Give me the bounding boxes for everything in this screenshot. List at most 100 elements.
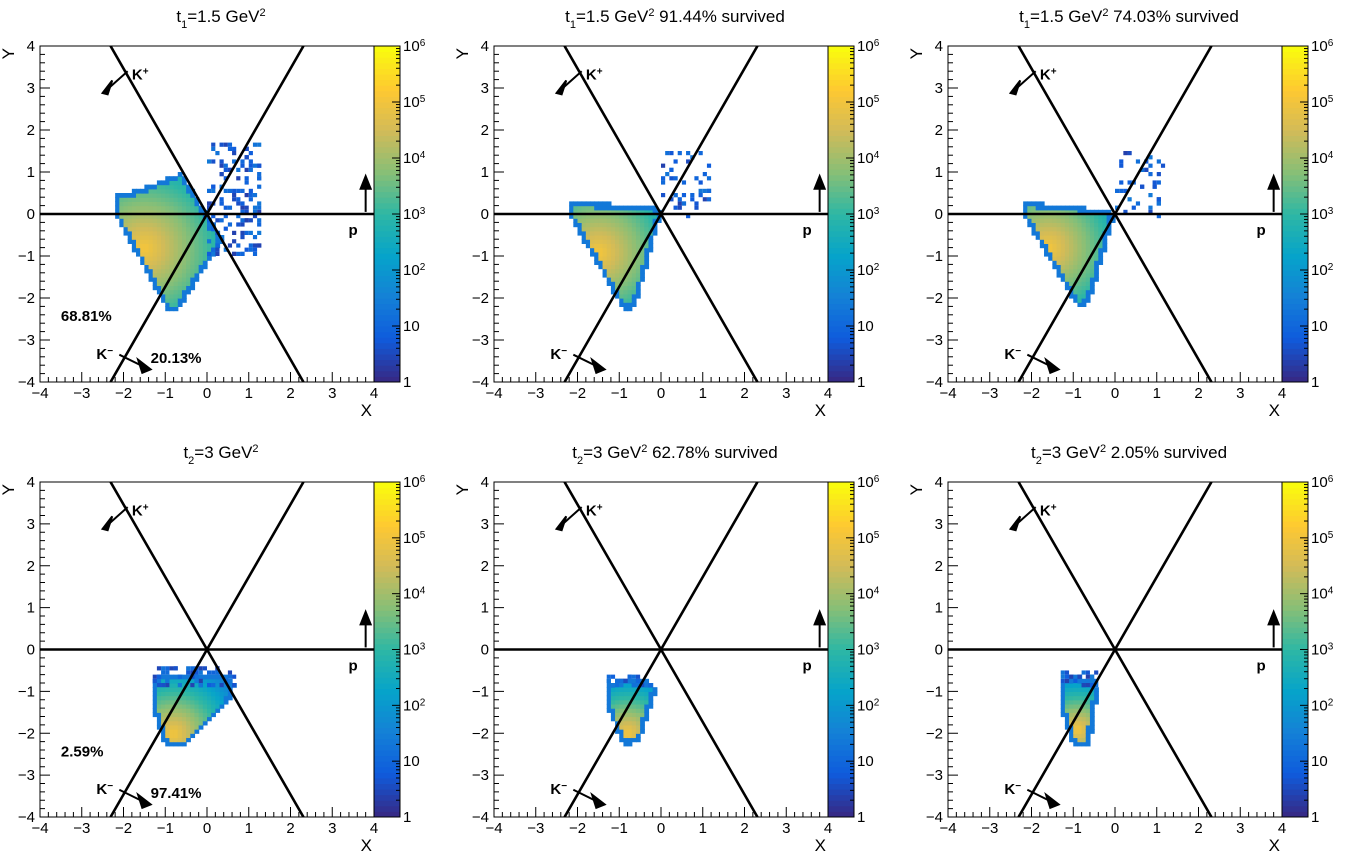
heatmap-cell	[186, 699, 191, 705]
heatmap-cell	[1056, 205, 1062, 211]
heatmap-cell	[177, 176, 183, 181]
heatmap-cell	[606, 281, 612, 286]
heatmap-cell	[644, 703, 650, 709]
heatmap-cell	[165, 230, 171, 236]
heatmap-cell	[181, 737, 187, 743]
heatmap-cell	[181, 695, 187, 701]
heatmap-cell	[615, 235, 620, 240]
heatmap-cell	[1060, 256, 1066, 261]
colorbar-segment	[828, 509, 854, 516]
colorbar-segment	[828, 46, 854, 53]
colorbar-segment	[374, 174, 400, 181]
scatter-cell	[1127, 151, 1132, 156]
colorbar-segment	[374, 102, 400, 109]
heatmap-cell	[190, 724, 196, 730]
heatmap-cell	[590, 226, 595, 232]
heatmap-cell	[615, 708, 620, 713]
heatmap-cell	[1060, 239, 1066, 244]
heatmap-cell	[644, 247, 650, 253]
k-minus-base: K	[1004, 346, 1015, 363]
heatmap-cell	[181, 741, 187, 747]
scatter-cell	[248, 230, 253, 235]
heatmap-cell	[156, 188, 162, 194]
heatmap-cell	[165, 285, 171, 291]
heatmap-cell	[1048, 209, 1053, 215]
heatmap-cell	[211, 712, 216, 718]
colorbar-segment	[828, 750, 854, 757]
colorbar-label: 106	[857, 474, 880, 492]
colorbar-segment	[828, 616, 854, 623]
colorbar-label-base: 10	[1311, 753, 1328, 770]
heatmap-cell	[194, 699, 200, 705]
heatmap-cell	[1077, 703, 1083, 709]
scatter-cell	[207, 251, 212, 256]
colorbar-segment	[374, 727, 400, 734]
scatter-cell	[190, 683, 195, 688]
scatter-cell	[240, 222, 245, 227]
heatmap-cell	[161, 239, 166, 244]
colorbar-segment	[1282, 755, 1308, 762]
heatmap-cell	[152, 214, 158, 219]
k-plus-label: K+	[132, 502, 149, 520]
heatmap-cell	[1060, 222, 1066, 228]
right-region-fraction: 20.13%	[151, 350, 202, 367]
colorbar-segment	[374, 292, 400, 299]
heatmap-cell	[1023, 205, 1028, 211]
heatmap-cell	[1073, 277, 1079, 282]
colorbar-label-exponent: 2	[420, 262, 426, 273]
title-symbol: t	[572, 443, 577, 462]
heatmap-cell	[623, 733, 629, 739]
heatmap-cell	[640, 214, 645, 219]
heatmap-cell	[181, 222, 187, 228]
colorbar-segment	[374, 342, 400, 349]
heatmap-cell	[602, 264, 608, 270]
colorbar-label-base: 10	[857, 94, 874, 111]
heatmap-cell	[194, 277, 200, 282]
colorbar-segment	[374, 230, 400, 237]
heatmap-cell	[1056, 226, 1062, 232]
heatmap-cell	[148, 218, 154, 223]
heatmap-cell	[190, 243, 196, 249]
heatmap-cell	[194, 272, 200, 278]
heatmap-cell	[1069, 699, 1074, 705]
heatmap-cell	[161, 699, 166, 705]
heatmap-cell	[594, 226, 599, 232]
colorbar-segment	[374, 118, 400, 125]
heatmap-cell	[1085, 209, 1091, 215]
heatmap-cell	[123, 205, 129, 211]
heatmap-cell	[202, 683, 208, 688]
heatmap-cell	[1073, 218, 1079, 223]
scatter-cell	[1081, 670, 1086, 675]
heatmap-cell	[1085, 737, 1091, 743]
k-plus-arrow-head	[100, 515, 114, 532]
heatmap-cell	[610, 251, 616, 257]
scatter-cell	[698, 151, 703, 156]
heatmap-cell	[169, 737, 175, 743]
heatmap-cell	[152, 251, 158, 257]
heatmap-cell	[1031, 214, 1037, 219]
x-tick-label: 2	[286, 385, 294, 402]
heatmap-cell	[1027, 222, 1033, 228]
y-tick-label: 0	[481, 206, 489, 223]
scatter-cell	[186, 666, 191, 671]
heatmap-cell	[169, 180, 175, 186]
colorbar-label: 105	[857, 94, 880, 112]
colorbar-segment	[828, 554, 854, 561]
heatmap-cell	[1039, 205, 1045, 211]
heatmap-cell	[619, 285, 625, 291]
colorbar-segment	[374, 582, 400, 589]
heatmap-cell	[602, 209, 608, 215]
colorbar-segment	[374, 504, 400, 511]
boundary-lines	[494, 46, 828, 382]
colorbar-segment	[828, 794, 854, 801]
heatmap-cell	[615, 226, 620, 232]
colorbar-segment	[374, 169, 400, 176]
colorbar-label: 10	[1311, 753, 1328, 770]
x-axis-label: X	[815, 401, 826, 420]
heatmap-cell	[152, 268, 158, 274]
heatmap-cell	[115, 205, 120, 211]
heatmap-cell	[1106, 214, 1112, 219]
heatmap-cell	[606, 699, 612, 705]
heatmap-cell	[1081, 678, 1087, 684]
heatmap-cell	[1069, 695, 1074, 701]
